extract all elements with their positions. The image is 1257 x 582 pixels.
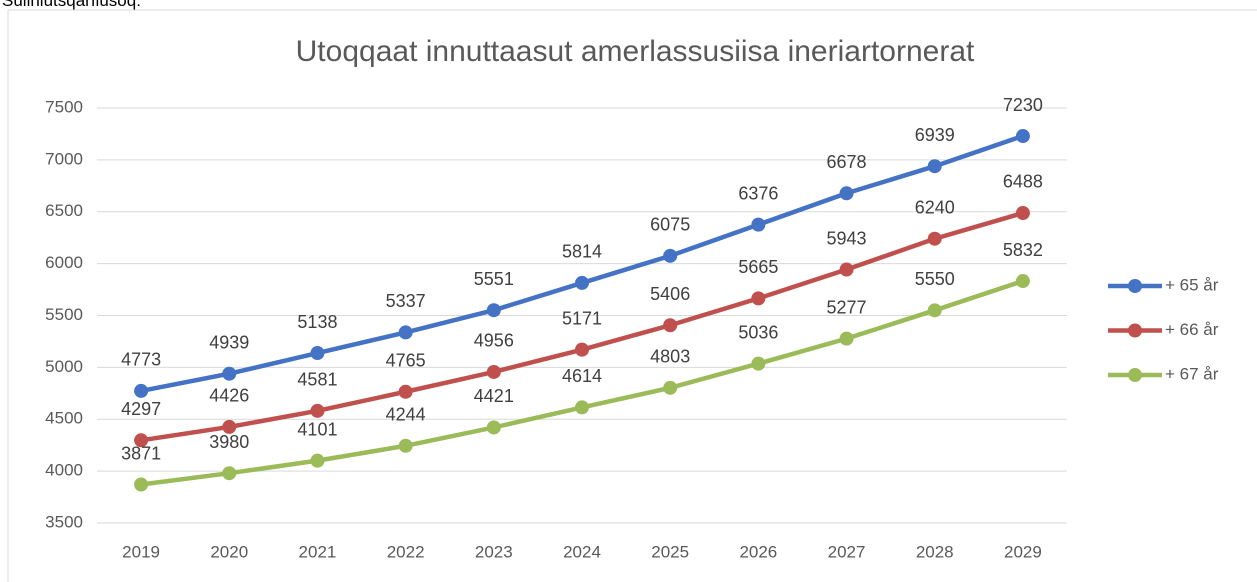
data-label: 5832 — [1003, 240, 1043, 260]
data-label: 5138 — [297, 312, 337, 332]
point — [927, 159, 942, 174]
data-label: 5550 — [915, 269, 955, 289]
point — [1015, 129, 1030, 144]
point — [839, 262, 854, 277]
y-tick-label: 7000 — [45, 149, 83, 168]
data-label: 6939 — [915, 125, 955, 145]
legend-marker — [1128, 368, 1142, 382]
point — [134, 433, 149, 448]
point — [398, 384, 413, 399]
point — [927, 303, 942, 318]
data-label: 5036 — [738, 322, 778, 342]
legend-label: + 67 år — [1165, 364, 1219, 383]
data-label: 6488 — [1003, 172, 1043, 192]
x-tick-label: 2027 — [828, 542, 866, 561]
point — [663, 248, 678, 263]
point — [310, 403, 325, 418]
data-label: 5943 — [827, 228, 867, 248]
data-label: 5337 — [386, 291, 426, 311]
x-tick-label: 2029 — [1004, 542, 1042, 561]
data-label: 4244 — [386, 405, 426, 425]
y-tick-label: 6000 — [45, 253, 83, 272]
point — [839, 186, 854, 201]
point — [486, 364, 501, 379]
point — [575, 275, 589, 290]
x-tick-label: 2025 — [651, 542, 689, 561]
legend-marker — [1128, 323, 1142, 338]
x-tick-label: 2020 — [210, 542, 248, 561]
data-label: 4297 — [121, 399, 161, 419]
data-label: 7230 — [1003, 95, 1043, 115]
data-label: 4765 — [386, 351, 426, 371]
point — [134, 477, 149, 492]
point — [310, 453, 325, 468]
point — [575, 342, 589, 357]
y-tick-label: 6500 — [45, 201, 83, 220]
x-tick-label: 2028 — [916, 542, 954, 561]
point — [751, 291, 766, 306]
data-label: 5814 — [562, 242, 602, 262]
data-label: 3871 — [121, 443, 161, 463]
point — [398, 325, 413, 340]
data-label: 4803 — [650, 347, 690, 367]
point — [134, 383, 149, 398]
point — [486, 303, 501, 318]
point — [1015, 205, 1030, 220]
y-tick-label: 4500 — [45, 409, 83, 428]
data-label: 5551 — [474, 269, 514, 289]
data-label: 5406 — [650, 284, 690, 304]
x-tick-label: 2024 — [563, 542, 601, 561]
point — [839, 331, 854, 346]
y-tick-label: 4000 — [45, 461, 83, 480]
point — [486, 420, 501, 435]
point — [663, 318, 678, 333]
point — [398, 438, 413, 453]
chart-frame — [7, 9, 1257, 582]
data-label: 4581 — [297, 370, 337, 390]
legend-marker — [1128, 279, 1142, 293]
point — [1015, 274, 1030, 289]
data-label: 6376 — [738, 183, 778, 203]
header-text: Suliniutsqarfiusoq: — [2, 0, 141, 10]
x-tick-label: 2023 — [475, 542, 513, 561]
point — [310, 346, 325, 361]
data-label: 6678 — [827, 152, 867, 172]
point — [222, 419, 237, 434]
point — [575, 400, 589, 415]
point — [663, 380, 678, 395]
point — [222, 366, 237, 381]
data-label: 4101 — [297, 419, 337, 439]
x-tick-label: 2022 — [387, 542, 425, 561]
data-label: 4773 — [121, 350, 161, 370]
x-tick-label: 2021 — [299, 542, 337, 561]
data-label: 4956 — [474, 331, 514, 351]
data-label: 4426 — [209, 386, 249, 406]
point — [751, 356, 766, 371]
y-tick-label: 3500 — [45, 512, 83, 531]
data-label: 5277 — [827, 297, 867, 317]
data-label: 3980 — [209, 432, 249, 452]
data-label: 6240 — [915, 197, 955, 217]
point — [927, 231, 942, 246]
data-label: 5171 — [562, 308, 602, 328]
data-label: 4421 — [474, 386, 514, 406]
x-tick-label: 2019 — [122, 542, 160, 561]
legend-label: + 66 år — [1165, 320, 1219, 339]
data-label: 5665 — [738, 257, 778, 277]
data-label: 6075 — [650, 215, 690, 235]
point — [222, 466, 237, 481]
y-tick-label: 7500 — [45, 97, 83, 116]
y-tick-label: 5500 — [45, 305, 83, 324]
data-label: 4614 — [562, 366, 602, 386]
legend-label: + 65 år — [1165, 275, 1219, 294]
data-label: 4939 — [209, 332, 249, 352]
x-tick-label: 2026 — [739, 542, 777, 561]
point — [751, 217, 766, 232]
chart-title: Utoqqaat innuttaasut amerlassusiisa iner… — [296, 35, 975, 68]
y-tick-label: 5000 — [45, 357, 83, 376]
